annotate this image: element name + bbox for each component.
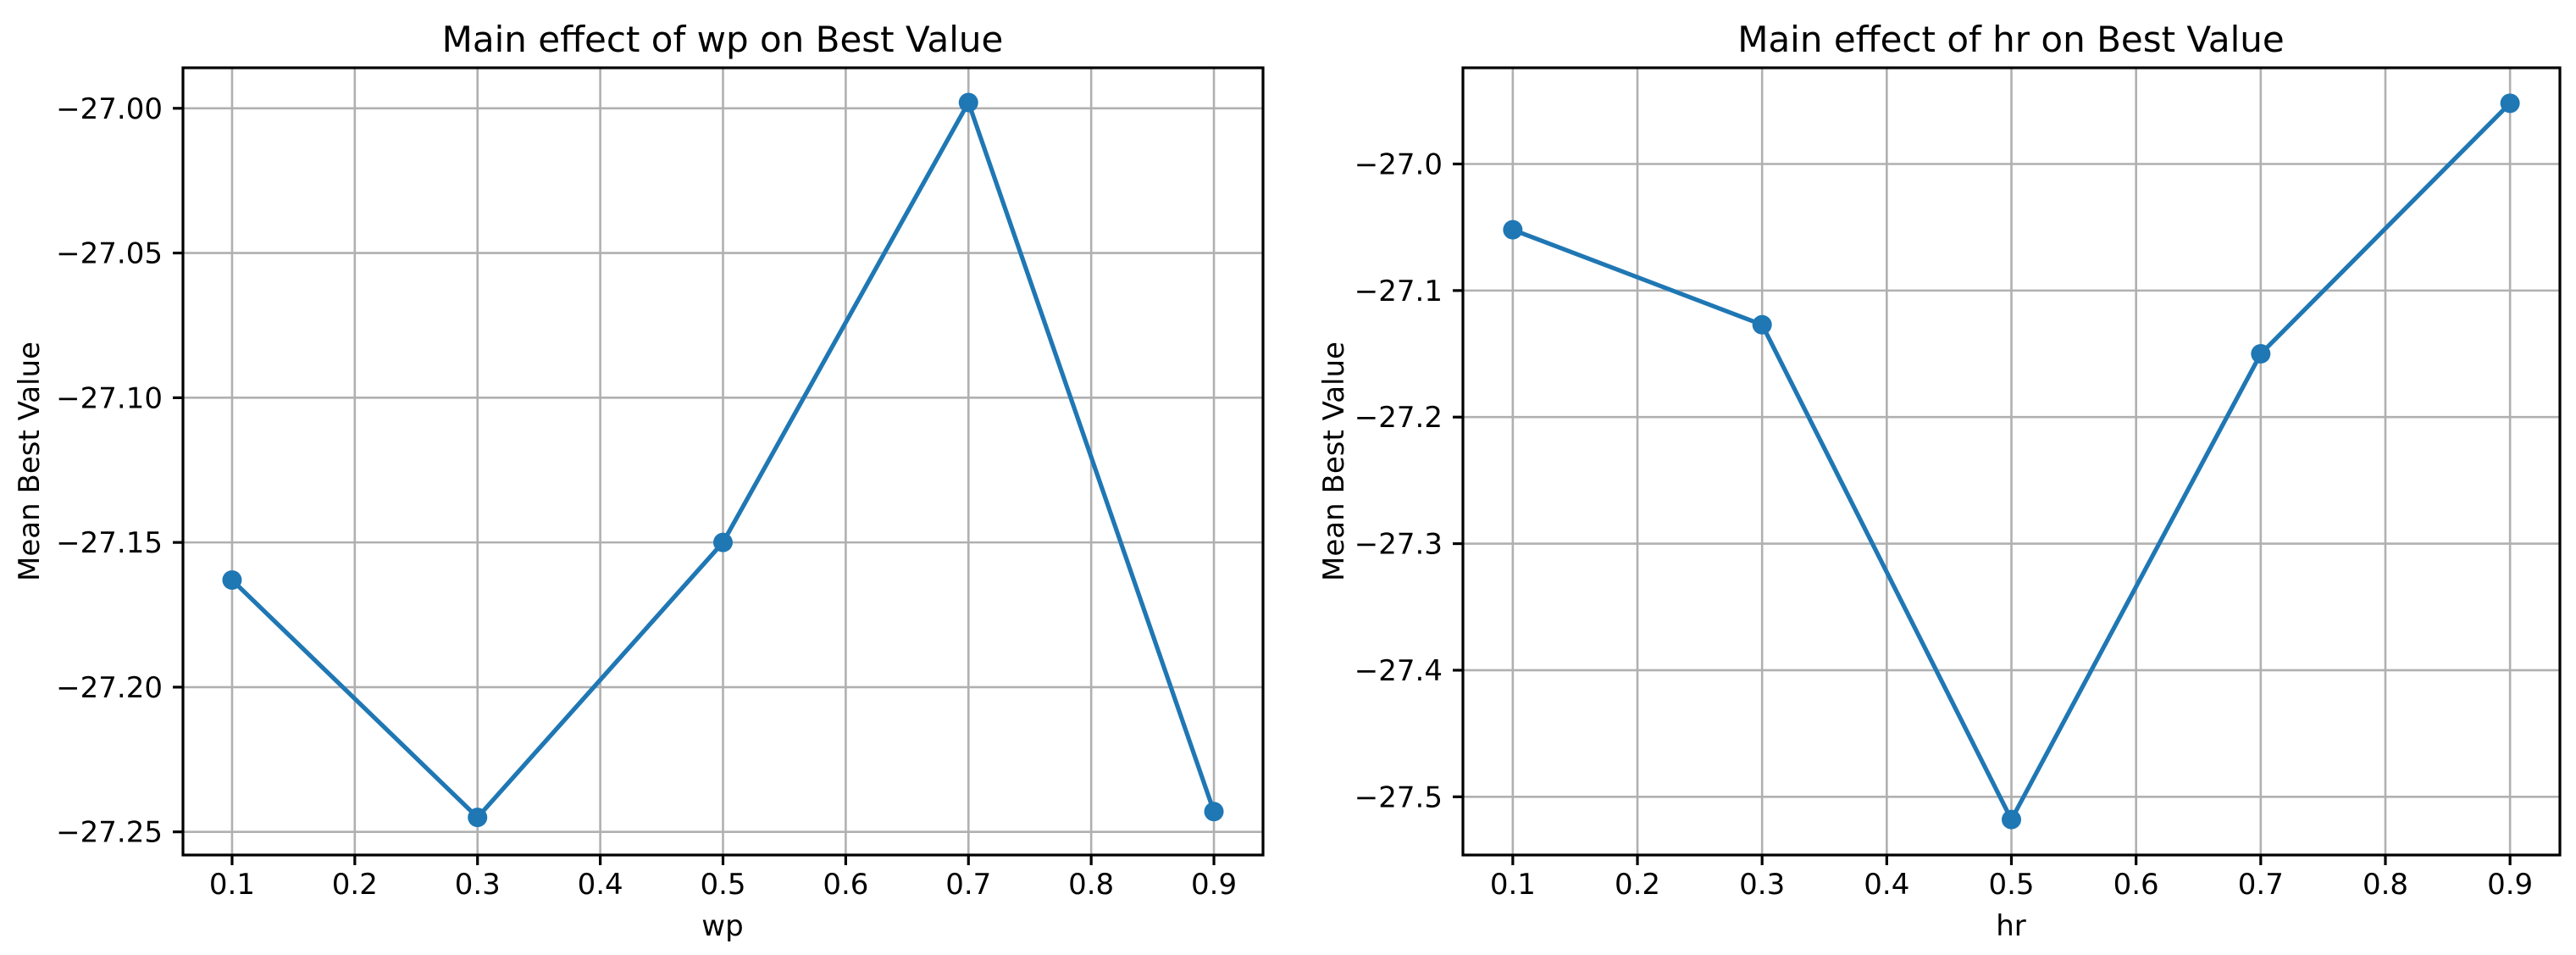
data-point: [958, 92, 978, 113]
y-tick-label: −27.5: [1354, 780, 1443, 814]
x-tick-label: 0.6: [2113, 868, 2159, 902]
y-tick-label: −27.15: [56, 526, 163, 560]
y-tick-label: −27.10: [56, 381, 163, 415]
y-axis-label-wp: Mean Best Value: [13, 341, 47, 581]
plot-area-wp: 0.1 0.2 0.3 0.4 0.5 0.6 0.7 0.8 0.9 −27.00 −27.05 −…: [56, 66, 1265, 902]
data-point: [1503, 219, 1523, 240]
chart-title-wp: Main effect of wp on Best Value: [442, 19, 1004, 60]
x-tick-label: 0.4: [1864, 868, 1909, 902]
x-tick-label: 0.5: [1988, 868, 2034, 902]
data-point: [1752, 314, 1772, 335]
y-tick-label: −27.2: [1354, 401, 1443, 435]
x-tick-label: 0.8: [2363, 868, 2408, 902]
x-tick-label: 0.4: [578, 868, 623, 902]
x-axis-label-hr: hr: [1996, 909, 2026, 943]
x-tick-label: 0.7: [945, 868, 991, 902]
plot-area-hr: 0.1 0.2 0.3 0.4 0.5 0.6 0.7 0.8 0.9 −27.0 −27.1 −27…: [1354, 66, 2562, 902]
y-tick-label: −27.05: [56, 237, 163, 271]
data-point: [222, 570, 242, 591]
y-tick-label: −27.1: [1354, 275, 1443, 308]
x-tick-label: 0.6: [823, 868, 868, 902]
data-point: [1204, 802, 1224, 822]
y-axis-label-hr: Mean Best Value: [1317, 341, 1351, 581]
data-point: [468, 808, 488, 828]
y-tick-label: −27.25: [56, 816, 163, 850]
x-tick-label: 0.5: [700, 868, 745, 902]
x-tick-label: 0.8: [1068, 868, 1114, 902]
x-tick-label: 0.3: [455, 868, 501, 902]
y-tick-label: −27.4: [1354, 654, 1443, 688]
x-tick-label: 0.7: [2238, 868, 2284, 902]
chart-wp: 0.1 0.2 0.3 0.4 0.5 0.6 0.7 0.8 0.9 −27.00 −27.05 −…: [13, 19, 1265, 943]
axes-border: [181, 66, 1265, 857]
chart-title-hr: Main effect of hr on Best Value: [1737, 19, 2285, 60]
x-tick-label: 0.2: [332, 868, 378, 902]
x-tick-label: 0.9: [2487, 868, 2533, 902]
y-tick-label: −27.3: [1354, 528, 1443, 562]
chart-hr: 0.1 0.2 0.3 0.4 0.5 0.6 0.7 0.8 0.9 −27.0 −27.1 −27…: [1317, 19, 2562, 943]
data-point: [713, 532, 733, 552]
x-tick-label: 0.9: [1191, 868, 1237, 902]
y-tick-label: −27.20: [56, 671, 163, 705]
axes-border: [1461, 66, 2562, 857]
data-point: [2251, 344, 2271, 364]
y-tick-label: −27.00: [56, 92, 163, 126]
x-tick-label: 0.2: [1615, 868, 1660, 902]
data-point: [2500, 93, 2520, 114]
data-point: [2002, 809, 2021, 830]
x-tick-label: 0.1: [209, 868, 255, 902]
x-tick-label: 0.3: [1739, 868, 1785, 902]
x-axis-label-wp: wp: [701, 909, 743, 943]
y-tick-label: −27.0: [1354, 148, 1443, 182]
x-tick-label: 0.1: [1490, 868, 1536, 902]
